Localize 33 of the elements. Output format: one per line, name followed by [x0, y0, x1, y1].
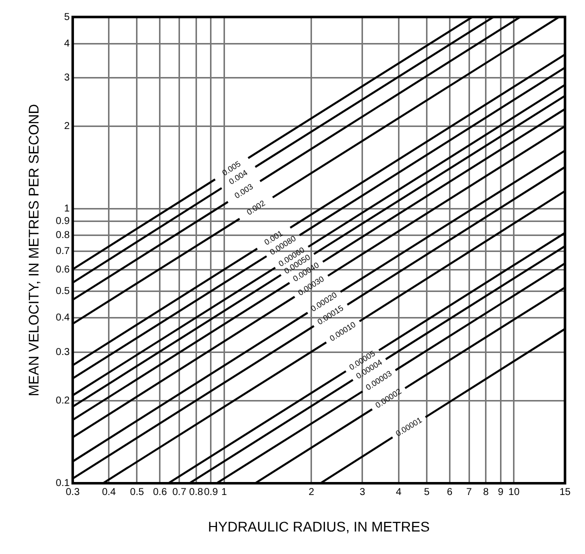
x-tick-label: 0.9: [204, 486, 218, 498]
y-tick-label: 0.8: [56, 230, 70, 242]
y-tick-label: 3: [64, 72, 70, 84]
y-tick-label: 0.1: [56, 478, 70, 489]
x-tick-label: 8: [483, 486, 490, 498]
y-axis-title: MEAN VELOCITY, IN METRES PER SECOND: [25, 104, 42, 396]
x-tick-label: 0.4: [102, 486, 116, 498]
x-tick-label: 1: [221, 486, 228, 498]
y-tick-label: 2: [64, 120, 70, 132]
x-tick-label: 2: [308, 486, 315, 498]
x-tick-label: 0.8: [189, 486, 204, 498]
x-tick-label: 6: [446, 486, 453, 498]
x-tick-label: 7: [466, 486, 472, 498]
y-tick-label: 0.7: [56, 246, 70, 258]
y-tick-label: 1: [64, 204, 70, 215]
y-tick-label: 0.3: [56, 347, 70, 358]
x-tick-label: 0.5: [130, 486, 144, 498]
x-tick-label: 15: [559, 486, 571, 498]
x-tick-label: 0.6: [152, 486, 168, 498]
x-tick-label: 4: [396, 486, 402, 498]
x-tick-label: 0.7: [172, 486, 187, 498]
x-axis-title: HYDRAULIC RADIUS, IN METRES: [208, 518, 430, 534]
y-tick-label: 4: [64, 38, 70, 50]
y-tick-label: 0.6: [56, 264, 70, 276]
x-tick-label: 9: [498, 486, 504, 498]
y-tick-label: 0.2: [56, 395, 70, 406]
x-tick-label: 5: [424, 486, 430, 498]
y-tick-label: 0.4: [56, 312, 70, 324]
y-tick-label: 0.9: [56, 216, 70, 228]
y-tick-label: 5: [64, 12, 70, 23]
x-tick-label: 10: [508, 486, 520, 498]
y-tick-label: 0.5: [56, 286, 70, 298]
x-tick-label: 3: [360, 486, 366, 498]
